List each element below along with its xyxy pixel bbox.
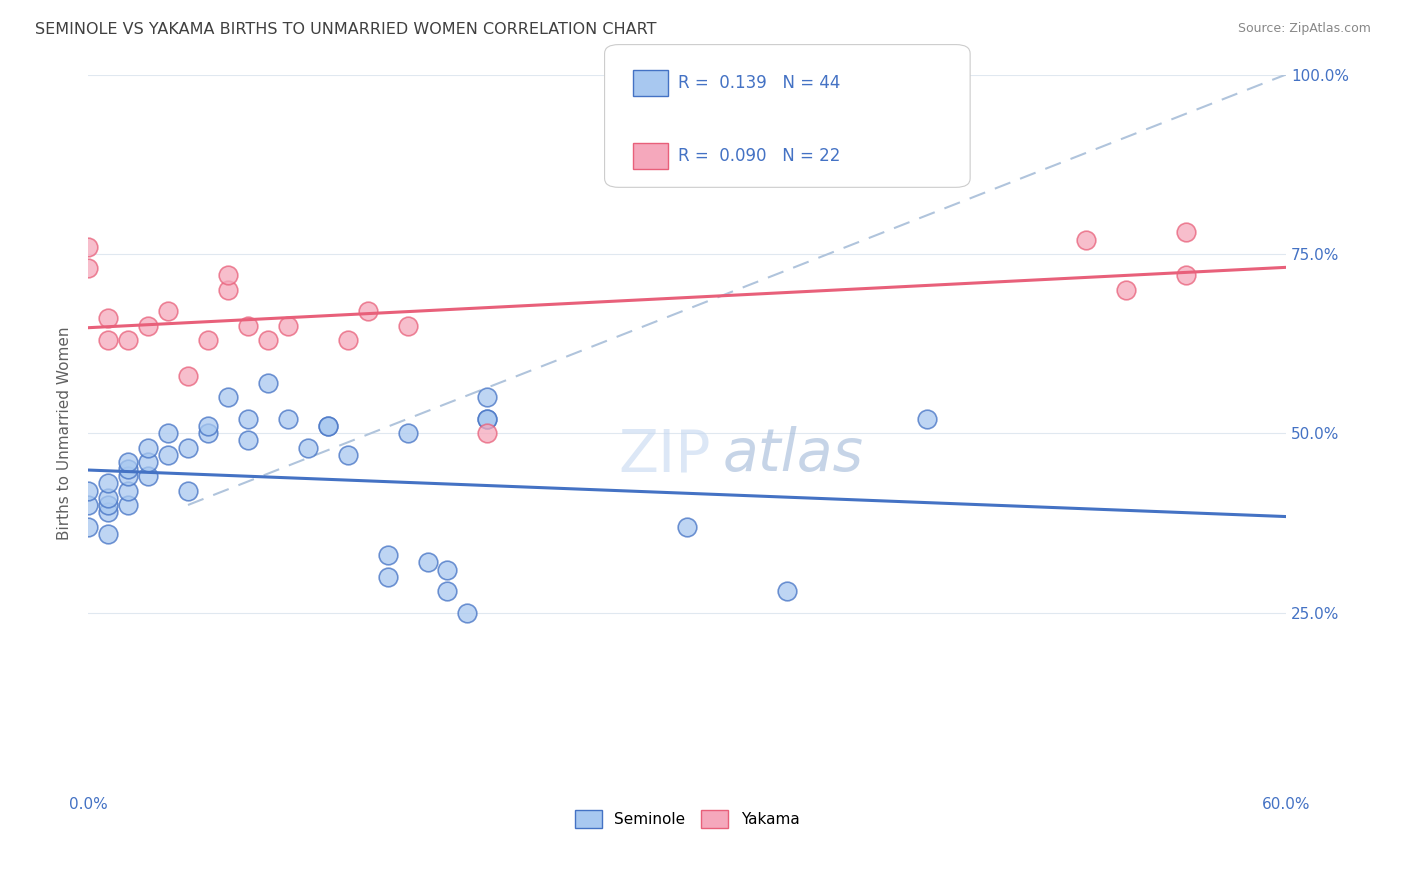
Point	[396, 426, 419, 441]
Point	[436, 584, 458, 599]
Point	[77, 498, 100, 512]
Point	[416, 555, 439, 569]
Point	[97, 526, 120, 541]
Point	[77, 240, 100, 254]
Point	[97, 311, 120, 326]
Point	[77, 483, 100, 498]
Point	[377, 548, 399, 562]
Point	[97, 505, 120, 519]
Y-axis label: Births to Unmarried Women: Births to Unmarried Women	[58, 326, 72, 540]
Point	[197, 426, 219, 441]
Point	[236, 318, 259, 333]
Point	[97, 498, 120, 512]
Point	[177, 441, 200, 455]
Point	[256, 333, 278, 347]
Point	[396, 318, 419, 333]
Text: SEMINOLE VS YAKAMA BIRTHS TO UNMARRIED WOMEN CORRELATION CHART: SEMINOLE VS YAKAMA BIRTHS TO UNMARRIED W…	[35, 22, 657, 37]
Point	[277, 318, 299, 333]
Point	[356, 304, 378, 318]
Point	[177, 483, 200, 498]
Point	[197, 333, 219, 347]
Point	[77, 519, 100, 533]
Point	[915, 412, 938, 426]
Point	[136, 455, 159, 469]
Point	[676, 519, 699, 533]
Point	[136, 469, 159, 483]
Point	[1175, 225, 1198, 239]
Point	[136, 318, 159, 333]
Point	[477, 390, 499, 404]
Point	[197, 419, 219, 434]
Text: Source: ZipAtlas.com: Source: ZipAtlas.com	[1237, 22, 1371, 36]
Point	[117, 455, 139, 469]
Point	[236, 412, 259, 426]
Point	[156, 426, 179, 441]
Point	[477, 412, 499, 426]
Point	[1175, 268, 1198, 283]
Point	[256, 376, 278, 390]
Text: R =  0.139   N = 44: R = 0.139 N = 44	[678, 74, 839, 92]
Point	[77, 261, 100, 276]
Text: R =  0.090   N = 22: R = 0.090 N = 22	[678, 147, 839, 165]
Point	[156, 448, 179, 462]
Text: atlas: atlas	[723, 426, 865, 483]
Point	[477, 426, 499, 441]
Point	[436, 563, 458, 577]
Point	[97, 476, 120, 491]
Point	[316, 419, 339, 434]
Point	[316, 419, 339, 434]
Point	[97, 333, 120, 347]
Point	[456, 606, 478, 620]
Point	[297, 441, 319, 455]
Point	[177, 368, 200, 383]
Point	[217, 390, 239, 404]
Point	[277, 412, 299, 426]
Point	[117, 469, 139, 483]
Point	[217, 268, 239, 283]
Point	[1076, 233, 1098, 247]
Point	[776, 584, 799, 599]
Point	[117, 483, 139, 498]
Point	[136, 441, 159, 455]
Point	[236, 434, 259, 448]
Point	[217, 283, 239, 297]
Point	[1115, 283, 1137, 297]
Point	[117, 498, 139, 512]
Point	[117, 462, 139, 476]
Point	[117, 333, 139, 347]
Point	[97, 491, 120, 505]
Point	[477, 412, 499, 426]
Legend: Seminole, Yakama: Seminole, Yakama	[568, 804, 806, 835]
Point	[156, 304, 179, 318]
Point	[336, 448, 359, 462]
Point	[377, 570, 399, 584]
Text: ZIP: ZIP	[619, 426, 711, 483]
Point	[336, 333, 359, 347]
